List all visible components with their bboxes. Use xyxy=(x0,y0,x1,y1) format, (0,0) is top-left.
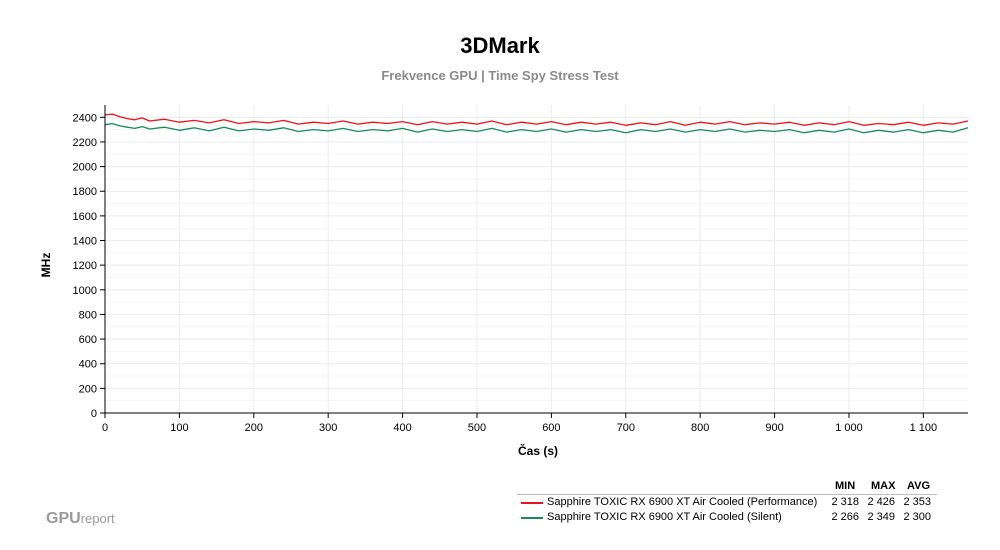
legend-col-min: MIN xyxy=(835,480,856,492)
x-tick-label: 900 xyxy=(765,422,783,434)
legend-avg-value: 2 353 xyxy=(903,496,931,508)
x-tick-label: 1 100 xyxy=(910,422,938,434)
x-tick-label: 500 xyxy=(468,422,486,434)
y-tick-label: 2200 xyxy=(73,137,97,149)
series-line-silent xyxy=(104,122,969,134)
legend-min-value: 2 266 xyxy=(831,511,859,523)
x-axis-label: Čas (s) xyxy=(518,443,558,458)
y-axis-ticks: 0 200 400 600 800 1000 1200 1400 1600 1800 2000 220… xyxy=(73,112,105,420)
y-tick-label: 800 xyxy=(79,309,97,321)
legend-series-name: Sapphire TOXIC RX 6900 XT Air Cooled (Si… xyxy=(547,511,782,523)
x-tick-label: 400 xyxy=(393,422,411,434)
logo-text-light: report xyxy=(80,511,115,526)
y-axis-label: MHz xyxy=(39,253,53,278)
y-tick-label: 1000 xyxy=(73,285,97,297)
series-line-performance xyxy=(104,113,969,126)
axes xyxy=(104,105,968,414)
chart-subtitle: Frekvence GPU | Time Spy Stress Test xyxy=(381,68,619,83)
x-tick-label: 700 xyxy=(617,422,635,434)
gpureport-logo: GPUreport xyxy=(46,510,115,528)
grid-lines xyxy=(105,105,968,413)
x-axis-ticks: 0 100 200 300 400 500 600 700 800 900 1 000 1 100 xyxy=(102,413,937,434)
legend-max-value: 2 349 xyxy=(867,511,895,523)
legend-swatch-performance xyxy=(521,502,543,504)
legend-col-avg: AVG xyxy=(907,480,931,492)
legend-row: Sapphire TOXIC RX 6900 XT Air Cooled (Si… xyxy=(517,510,937,525)
legend: MIN MAX AVG Sapphire TOXIC RX 6900 XT Ai… xyxy=(517,478,937,525)
y-tick-label: 600 xyxy=(79,334,97,346)
series-lines xyxy=(104,113,969,134)
chart-title: 3DMark xyxy=(460,33,540,58)
y-tick-label: 0 xyxy=(91,408,97,420)
legend-series-name: Sapphire TOXIC RX 6900 XT Air Cooled (Pe… xyxy=(547,496,818,508)
legend-header: MIN MAX AVG xyxy=(517,478,937,495)
legend-col-max: MAX xyxy=(871,480,896,492)
y-tick-label: 2000 xyxy=(73,162,97,174)
y-tick-label: 1400 xyxy=(73,236,97,248)
legend-avg-value: 2 300 xyxy=(903,511,931,523)
x-tick-label: 300 xyxy=(319,422,337,434)
y-tick-label: 400 xyxy=(79,359,97,371)
legend-swatch-silent xyxy=(521,517,543,519)
x-tick-label: 1 000 xyxy=(835,422,863,434)
x-tick-label: 600 xyxy=(542,422,560,434)
legend-max-value: 2 426 xyxy=(867,496,895,508)
x-tick-label: 200 xyxy=(245,422,263,434)
y-tick-label: 1600 xyxy=(73,211,97,223)
x-tick-label: 800 xyxy=(691,422,709,434)
legend-min-value: 2 318 xyxy=(831,496,859,508)
y-tick-label: 1200 xyxy=(73,260,97,272)
y-tick-label: 1800 xyxy=(73,186,97,198)
y-tick-label: 2400 xyxy=(73,112,97,124)
legend-row: Sapphire TOXIC RX 6900 XT Air Cooled (Pe… xyxy=(517,495,937,510)
x-tick-label: 100 xyxy=(170,422,188,434)
y-tick-label: 200 xyxy=(79,383,97,395)
x-tick-label: 0 xyxy=(102,422,108,434)
logo-text-bold: GPU xyxy=(46,510,81,527)
